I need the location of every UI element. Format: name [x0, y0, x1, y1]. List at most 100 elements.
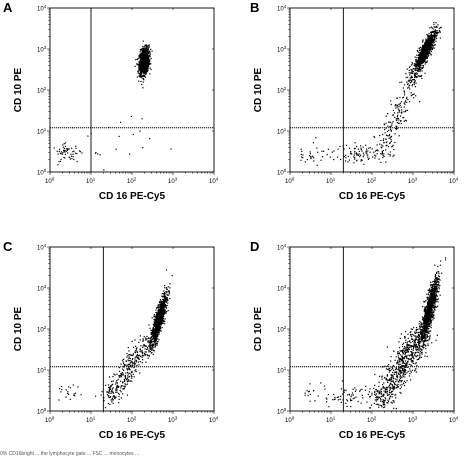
event-dot [407, 87, 409, 89]
event-dot [430, 324, 432, 326]
event-dot [430, 34, 432, 36]
event-dot [389, 153, 391, 156]
event-dot [435, 281, 437, 283]
event-dot [115, 148, 117, 150]
event-dot [140, 80, 142, 83]
event-dot [398, 103, 400, 105]
event-dot [420, 58, 423, 61]
event-dot [426, 302, 429, 304]
event-dot [156, 334, 158, 336]
event-dot [123, 366, 125, 368]
event-dot [113, 394, 115, 397]
event-dot [425, 40, 427, 42]
event-dot [423, 56, 425, 58]
event-dot [361, 150, 363, 152]
event-dot [150, 57, 152, 60]
event-dot [399, 104, 401, 106]
event-dot [433, 42, 435, 44]
event-dot [428, 318, 430, 320]
event-dot [433, 23, 435, 26]
event-dot [111, 380, 113, 383]
event-dot [141, 75, 143, 77]
event-dot [117, 392, 120, 395]
event-dot [434, 285, 436, 288]
y-axis-label: CD 10 PE [253, 67, 264, 112]
event-dot [427, 56, 429, 58]
event-dot [153, 344, 155, 346]
event-dot [401, 377, 403, 379]
event-dot [156, 336, 159, 338]
event-dot [436, 305, 439, 307]
event-dot [145, 48, 147, 50]
event-dot [433, 294, 436, 296]
event-dot [162, 311, 164, 313]
event-dot [132, 346, 135, 348]
event-dot [353, 148, 356, 150]
event-dot [434, 31, 436, 33]
event-dot [139, 348, 141, 350]
event-dot [415, 68, 417, 70]
event-dot [58, 148, 61, 150]
event-dot [395, 107, 397, 109]
event-dot [424, 333, 426, 336]
event-dot [144, 45, 146, 47]
event-dot [423, 332, 425, 334]
event-dot [126, 364, 128, 366]
event-dot [156, 341, 158, 343]
event-dot [72, 153, 74, 155]
event-dot [394, 116, 396, 118]
event-dot [428, 324, 430, 326]
event-dot [425, 45, 427, 47]
event-dot [394, 133, 396, 135]
event-dot [136, 355, 138, 357]
event-dot [120, 376, 122, 378]
event-dot [149, 342, 152, 344]
event-dot [386, 144, 388, 146]
event-dot [417, 333, 420, 336]
event-dot [138, 80, 140, 82]
event-dot [408, 101, 411, 103]
event-dot [103, 397, 105, 399]
event-dot [155, 329, 157, 332]
event-dot [390, 125, 392, 127]
event-dot [158, 323, 160, 325]
event-dot [365, 150, 367, 152]
event-dot [156, 327, 158, 329]
event-dot [426, 39, 428, 41]
event-dot [426, 40, 428, 42]
event-dot [146, 335, 148, 338]
event-dot [397, 112, 399, 114]
event-dot [391, 124, 393, 126]
event-dot [131, 358, 133, 361]
event-dot [146, 65, 148, 68]
event-dot [441, 272, 443, 274]
event-dot [389, 155, 391, 157]
event-dot [154, 328, 156, 330]
event-dot [414, 64, 416, 67]
event-dot [428, 315, 430, 318]
event-dot [435, 283, 437, 285]
event-dot [149, 67, 151, 69]
event-dot [421, 335, 423, 337]
event-dot [145, 45, 147, 47]
event-dot [385, 122, 387, 124]
event-dot [411, 94, 414, 96]
event-dot [112, 387, 114, 389]
event-dot [150, 336, 152, 339]
event-dot [436, 281, 439, 283]
event-dot [435, 286, 438, 289]
event-dot [139, 75, 142, 77]
event-dot [437, 270, 439, 273]
event-dot [124, 376, 126, 378]
event-dot [143, 70, 145, 72]
event-dot [428, 323, 430, 325]
event-dot [436, 289, 439, 291]
event-dot [436, 291, 438, 294]
event-dot [159, 329, 161, 332]
event-dot [167, 286, 169, 288]
event-dot [437, 301, 439, 303]
event-dot [428, 44, 430, 46]
event-dot [398, 122, 400, 125]
